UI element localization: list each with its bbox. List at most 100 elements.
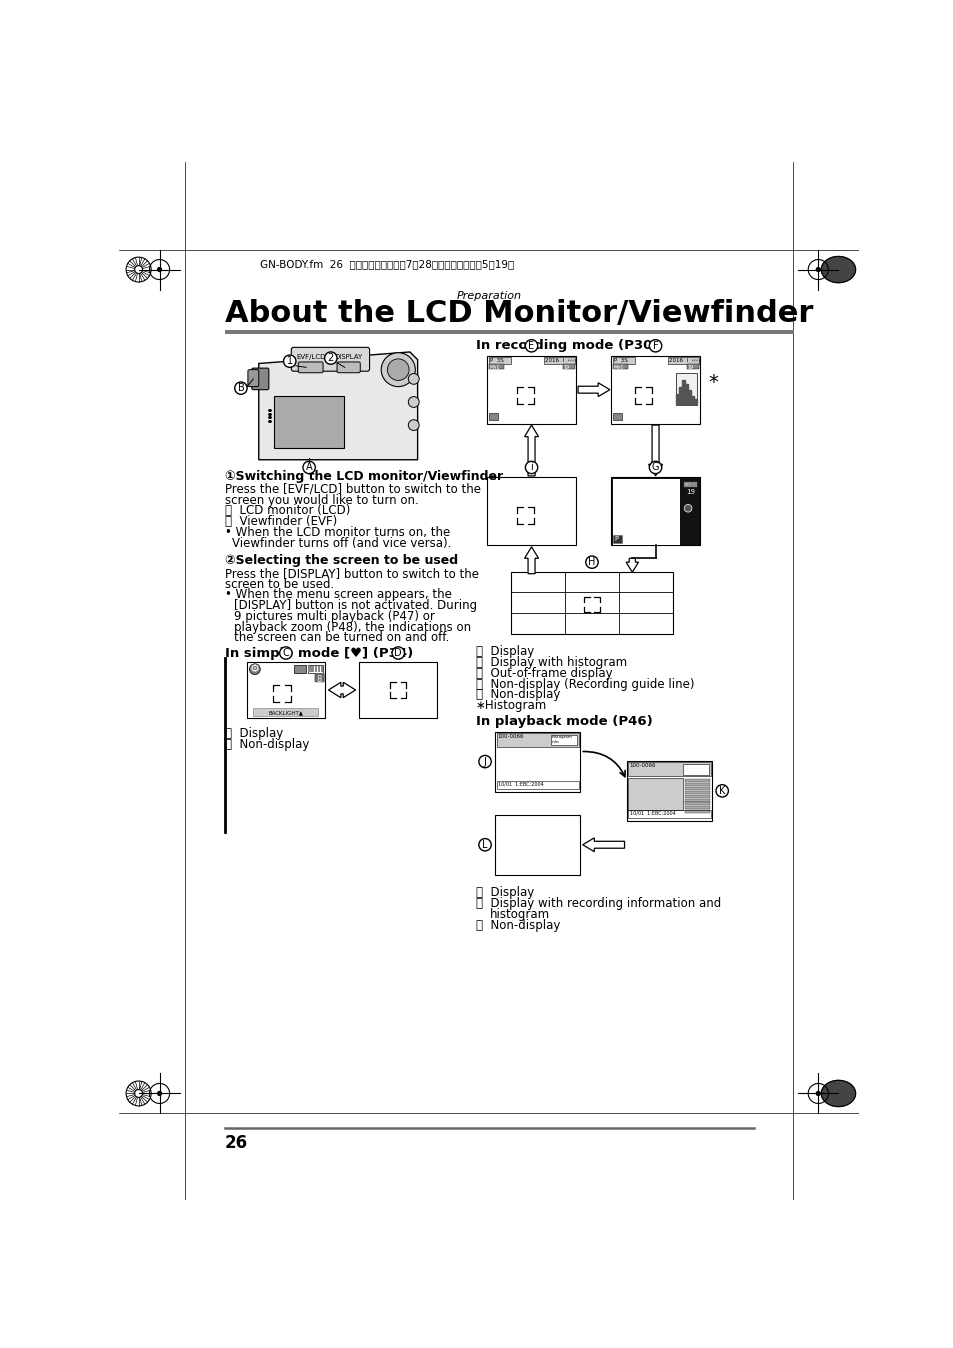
Text: 10/01  1:EBC:2004: 10/01 1:EBC:2004 bbox=[497, 782, 543, 787]
Bar bbox=[224, 330, 794, 334]
Circle shape bbox=[157, 1092, 161, 1096]
Bar bbox=[550, 735, 577, 745]
Bar bbox=[487, 356, 576, 423]
Text: ②Selecting the screen to be used: ②Selecting the screen to be used bbox=[224, 554, 457, 566]
Polygon shape bbox=[328, 682, 355, 698]
Text: Ⓘ  Non-display: Ⓘ Non-display bbox=[476, 689, 559, 701]
Bar bbox=[684, 787, 709, 790]
Bar bbox=[308, 666, 311, 673]
Text: histogram: histogram bbox=[489, 909, 549, 921]
Text: ∗Histogram: ∗Histogram bbox=[476, 700, 546, 712]
Bar bbox=[626, 760, 711, 821]
Text: K: K bbox=[719, 786, 724, 795]
Circle shape bbox=[303, 461, 315, 473]
Bar bbox=[314, 666, 316, 673]
Circle shape bbox=[234, 381, 247, 395]
Text: 2: 2 bbox=[328, 353, 334, 363]
Text: Press the [EVF/LCD] button to switch to the: Press the [EVF/LCD] button to switch to … bbox=[224, 483, 480, 496]
Ellipse shape bbox=[821, 1080, 855, 1107]
Bar bbox=[682, 481, 697, 488]
Bar bbox=[684, 783, 709, 786]
Text: 19: 19 bbox=[686, 489, 695, 495]
Bar bbox=[247, 662, 324, 717]
Text: EVF/LCD: EVF/LCD bbox=[295, 355, 325, 360]
Text: A: A bbox=[306, 462, 313, 472]
Text: Ⓖ  Out-of-frame display: Ⓖ Out-of-frame display bbox=[476, 667, 612, 679]
Circle shape bbox=[324, 352, 336, 364]
Bar bbox=[667, 357, 699, 364]
Ellipse shape bbox=[821, 256, 855, 283]
Bar bbox=[611, 477, 700, 545]
Text: *: * bbox=[707, 373, 718, 392]
Text: 19: 19 bbox=[686, 365, 693, 371]
FancyBboxPatch shape bbox=[252, 368, 269, 390]
Text: Viewfinder turns off (and vice versa).: Viewfinder turns off (and vice versa). bbox=[233, 537, 452, 550]
Bar bbox=[686, 364, 699, 369]
Bar bbox=[684, 806, 709, 809]
Bar bbox=[684, 795, 709, 798]
Text: 2016  Ⅰ  ‹‹‹‹: 2016 Ⅰ ‹‹‹‹ bbox=[544, 359, 576, 363]
Text: i: i bbox=[530, 462, 533, 472]
Text: G: G bbox=[651, 462, 659, 472]
Bar bbox=[497, 733, 578, 747]
Text: ‹‹‹: ‹‹‹ bbox=[684, 483, 691, 487]
Polygon shape bbox=[582, 838, 624, 852]
Text: P  3S: P 3S bbox=[489, 359, 503, 363]
Text: 19: 19 bbox=[562, 365, 569, 371]
Text: About the LCD Monitor/Viewfinder: About the LCD Monitor/Viewfinder bbox=[224, 299, 812, 328]
Circle shape bbox=[683, 504, 691, 512]
Text: the screen can be turned on and off.: the screen can be turned on and off. bbox=[233, 631, 449, 644]
Bar bbox=[495, 814, 579, 875]
Text: P: P bbox=[614, 537, 618, 542]
Bar bbox=[488, 412, 497, 421]
Circle shape bbox=[283, 355, 295, 368]
Bar bbox=[611, 356, 700, 423]
Circle shape bbox=[381, 353, 415, 387]
Circle shape bbox=[408, 419, 418, 430]
Circle shape bbox=[816, 1092, 820, 1096]
Bar bbox=[307, 666, 323, 673]
Text: L: L bbox=[482, 840, 487, 849]
Circle shape bbox=[649, 461, 661, 473]
Circle shape bbox=[408, 396, 418, 407]
Bar bbox=[612, 364, 628, 369]
FancyBboxPatch shape bbox=[314, 673, 324, 682]
Text: Preparation: Preparation bbox=[456, 291, 521, 301]
Polygon shape bbox=[524, 425, 537, 476]
Text: E: E bbox=[528, 341, 534, 350]
Bar bbox=[488, 357, 510, 364]
Text: playback zoom (P48), the indications on: playback zoom (P48), the indications on bbox=[233, 620, 471, 634]
Bar bbox=[320, 666, 323, 673]
Text: Ⓕ  Display with histogram: Ⓕ Display with histogram bbox=[476, 656, 626, 669]
Text: 26: 26 bbox=[224, 1134, 248, 1151]
Text: Ⓚ  Display with recording information and: Ⓚ Display with recording information and bbox=[476, 898, 720, 910]
Circle shape bbox=[585, 555, 598, 569]
Circle shape bbox=[649, 340, 661, 352]
FancyBboxPatch shape bbox=[336, 363, 360, 373]
Polygon shape bbox=[648, 425, 661, 476]
Bar bbox=[612, 357, 634, 364]
Bar bbox=[684, 802, 709, 806]
Text: 1: 1 bbox=[287, 356, 293, 367]
Text: 8: 8 bbox=[316, 675, 321, 685]
Polygon shape bbox=[258, 352, 417, 460]
Bar bbox=[487, 477, 576, 545]
Polygon shape bbox=[578, 383, 609, 396]
Text: [DISPLAY] button is not activated. During: [DISPLAY] button is not activated. Durin… bbox=[233, 599, 476, 612]
Text: Ⓓ  Non-display: Ⓓ Non-display bbox=[224, 737, 309, 751]
Bar bbox=[684, 798, 709, 802]
Text: DISPLAY: DISPLAY bbox=[335, 355, 362, 360]
Bar bbox=[612, 535, 621, 543]
Text: Ⓛ  Non-display: Ⓛ Non-display bbox=[476, 919, 559, 931]
Text: In playback mode (P46): In playback mode (P46) bbox=[476, 714, 652, 728]
Bar bbox=[562, 364, 575, 369]
Circle shape bbox=[478, 838, 491, 851]
Text: GN-BODY.fm  26  ページ　２００４年7月28日　水曜日　午後5時19分: GN-BODY.fm 26 ページ ２００４年7月28日 水曜日 午後5時19分 bbox=[260, 259, 514, 270]
Bar bbox=[294, 666, 306, 673]
Text: C: C bbox=[282, 648, 289, 658]
FancyBboxPatch shape bbox=[298, 363, 323, 373]
Text: 9 pictures multi playback (P47) or: 9 pictures multi playback (P47) or bbox=[233, 609, 435, 623]
Bar bbox=[543, 357, 575, 364]
Text: F: F bbox=[652, 341, 658, 350]
Text: Mn1: Mn1 bbox=[613, 365, 623, 371]
